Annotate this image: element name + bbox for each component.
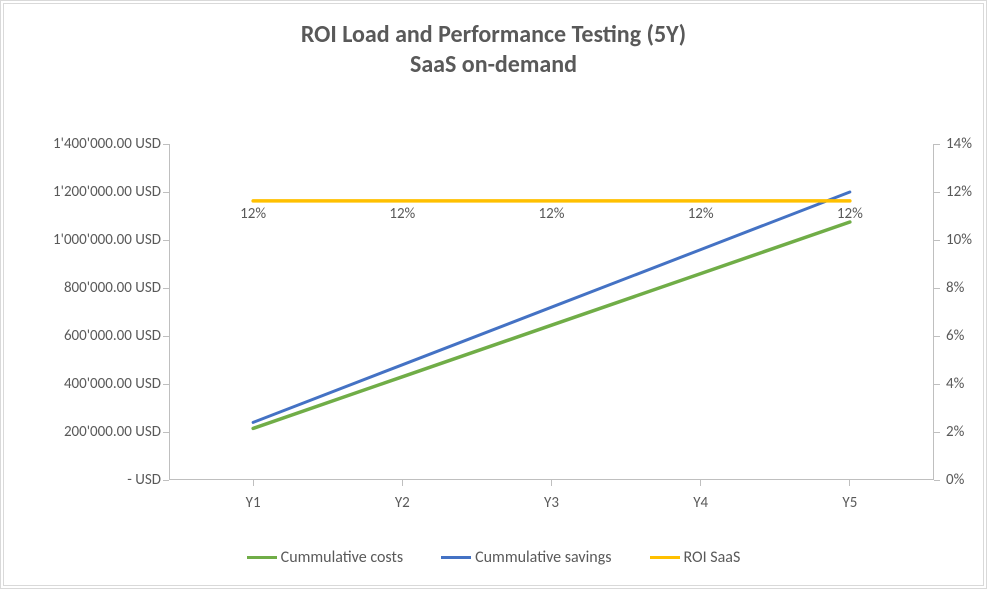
legend-swatch bbox=[247, 556, 277, 559]
y-left-tick-label: 1'400'000.00 USD bbox=[53, 135, 169, 153]
y-right-tick-label: 6% bbox=[934, 327, 964, 345]
x-tick-label: Y5 bbox=[842, 480, 857, 512]
data-label-roi: 12% bbox=[539, 205, 565, 223]
legend-item-costs: Cummulative costs bbox=[247, 548, 403, 567]
x-tick-label: Y3 bbox=[544, 480, 559, 512]
y-left-tick-label: - USD bbox=[127, 471, 169, 489]
y-right-tick-label: 4% bbox=[934, 375, 964, 393]
y-right-tick-label: 12% bbox=[934, 183, 972, 201]
y-left-tick-label: 200'000.00 USD bbox=[64, 423, 169, 441]
x-tick-label: Y1 bbox=[246, 480, 261, 512]
chart-title: ROI Load and Performance Testing (5Y) Sa… bbox=[4, 20, 983, 80]
y-right-tick-label: 2% bbox=[934, 423, 964, 441]
legend-label: ROI SaaS bbox=[684, 548, 741, 567]
legend: Cummulative costs Cummulative savings ROI … bbox=[4, 548, 983, 567]
y-right-tick-label: 8% bbox=[934, 279, 964, 297]
y-right-tick-label: 0% bbox=[934, 471, 964, 489]
series-savings bbox=[253, 192, 850, 422]
chart-title-line1: ROI Load and Performance Testing (5Y) bbox=[4, 20, 983, 50]
y-left-tick-label: 1'200'000.00 USD bbox=[53, 183, 169, 201]
legend-item-savings: Cummulative savings bbox=[441, 548, 611, 567]
y-left-tick-label: 800'000.00 USD bbox=[64, 279, 169, 297]
legend-swatch bbox=[650, 556, 680, 559]
legend-swatch bbox=[441, 556, 471, 559]
legend-label: Cummulative savings bbox=[475, 548, 611, 567]
legend-item-roi: ROI SaaS bbox=[650, 548, 741, 567]
data-label-roi: 12% bbox=[389, 205, 415, 223]
data-label-roi: 12% bbox=[240, 205, 266, 223]
data-label-roi: 12% bbox=[837, 205, 863, 223]
data-label-roi: 12% bbox=[688, 205, 714, 223]
chart-container: ROI Load and Performance Testing (5Y) Sa… bbox=[0, 0, 987, 589]
y-right-tick-label: 10% bbox=[934, 231, 972, 249]
chart-inner: ROI Load and Performance Testing (5Y) Sa… bbox=[3, 3, 984, 586]
y-left-tick-label: 600'000.00 USD bbox=[64, 327, 169, 345]
y-left-tick-label: 400'000.00 USD bbox=[64, 375, 169, 393]
chart-title-line2: SaaS on-demand bbox=[4, 50, 983, 80]
plot-area: - USD200'000.00 USD400'000.00 USD600'000… bbox=[169, 144, 934, 480]
x-tick-label: Y4 bbox=[693, 480, 708, 512]
y-right-tick-label: 14% bbox=[934, 135, 972, 153]
x-tick-label: Y2 bbox=[395, 480, 410, 512]
y-left-tick-label: 1'000'000.00 USD bbox=[53, 231, 169, 249]
series-costs bbox=[253, 222, 850, 428]
legend-label: Cummulative costs bbox=[281, 548, 403, 567]
